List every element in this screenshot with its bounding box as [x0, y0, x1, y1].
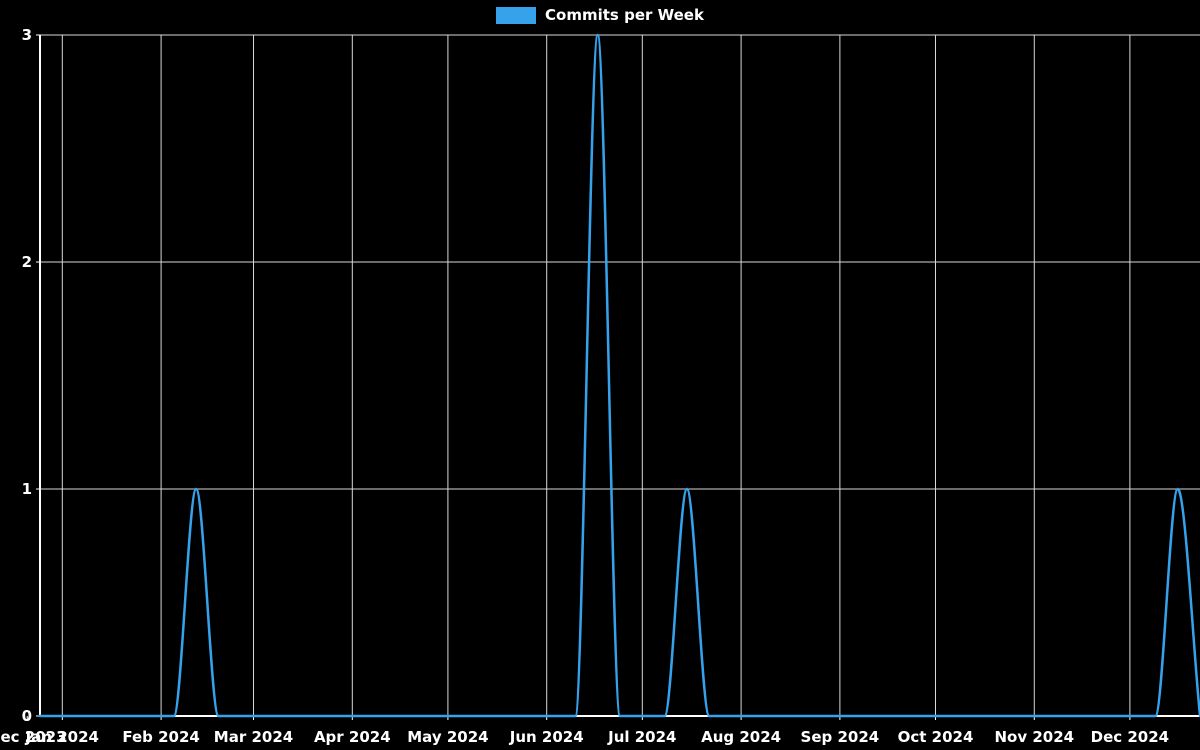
y-tick-label: 3 — [22, 26, 32, 44]
x-tick-label: Dec 2024 — [1091, 728, 1170, 746]
x-tick-label: Jul 2024 — [607, 728, 676, 746]
x-tick-label: Jun 2024 — [509, 728, 584, 746]
x-tick-label: Oct 2024 — [898, 728, 974, 746]
legend-label: Commits per Week — [545, 6, 704, 24]
x-tick-label: Jan 2024 — [25, 728, 99, 746]
commits-line — [38, 33, 1200, 718]
x-tick-label: Feb 2024 — [122, 728, 200, 746]
x-tick-label: Aug 2024 — [701, 728, 781, 746]
y-tick-label: 2 — [22, 253, 32, 271]
x-tick-label: Mar 2024 — [214, 728, 293, 746]
x-tick-label: Apr 2024 — [314, 728, 391, 746]
legend: Commits per Week — [0, 6, 1200, 24]
x-tick-label: Sep 2024 — [801, 728, 880, 746]
x-tick-label: Nov 2024 — [994, 728, 1074, 746]
legend-swatch — [496, 6, 537, 24]
x-tick-label: Dec 2023 — [0, 728, 67, 746]
y-tick-label: 1 — [22, 480, 32, 498]
x-tick-label: May 2024 — [407, 728, 488, 746]
